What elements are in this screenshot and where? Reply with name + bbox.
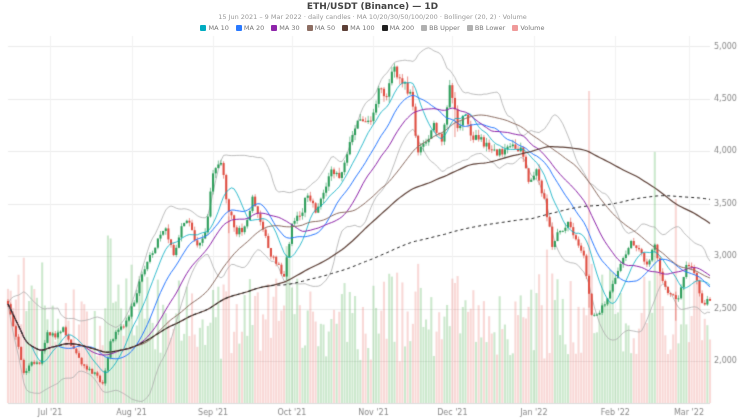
legend-swatch-icon	[512, 25, 519, 31]
legend-item-ma-30[interactable]: MA 30	[271, 24, 300, 32]
legend-item-ma-10[interactable]: MA 10	[200, 24, 229, 32]
legend-swatch-icon	[235, 25, 242, 31]
legend-item-label: MA 30	[279, 24, 300, 32]
legend-item-ma-100[interactable]: MA 100	[342, 24, 375, 32]
legend-item-label: BB Upper	[429, 24, 460, 32]
legend-item-label: MA 20	[243, 24, 265, 32]
legend-item-label: BB Lower	[474, 24, 506, 32]
legend-swatch-icon	[466, 25, 473, 31]
legend-item-label: Volume	[520, 24, 545, 32]
legend-item-bb-upper[interactable]: BB Upper	[421, 24, 460, 32]
chart-title: ETH/USDT (Binance) — 1D	[306, 2, 439, 12]
legend-item-ma-50[interactable]: MA 50	[306, 24, 336, 32]
legend-swatch-icon	[306, 25, 313, 31]
legend-swatch-icon	[381, 25, 388, 31]
legend-item-label: MA 50	[314, 24, 336, 32]
legend-swatch-icon	[342, 25, 349, 31]
chart-subtitle: 15 Jun 2021 – 9 Mar 2022 · daily candles…	[218, 13, 527, 21]
legend-item-ma-200[interactable]: MA 200	[381, 24, 415, 32]
legend-item-bb-lower[interactable]: BB Lower	[466, 24, 506, 32]
legend-item-ma-20[interactable]: MA 20	[235, 24, 265, 32]
chart-legend: MA 10 MA 20 MA 30 MA 50 MA 100 MA 200 BB Upper…	[0, 24, 745, 32]
chart-header: ETH/USDT (Binance) — 1D 15 Jun 2021 – 9 …	[0, 2, 745, 32]
legend-item-volume[interactable]: Volume	[512, 24, 545, 32]
legend-item-label: MA 10	[208, 24, 229, 32]
legend-swatch-icon	[200, 25, 207, 31]
legend-swatch-icon	[271, 25, 278, 31]
legend-item-label: MA 200	[389, 24, 415, 32]
legend-item-label: MA 100	[350, 24, 375, 32]
legend-swatch-icon	[421, 25, 428, 31]
